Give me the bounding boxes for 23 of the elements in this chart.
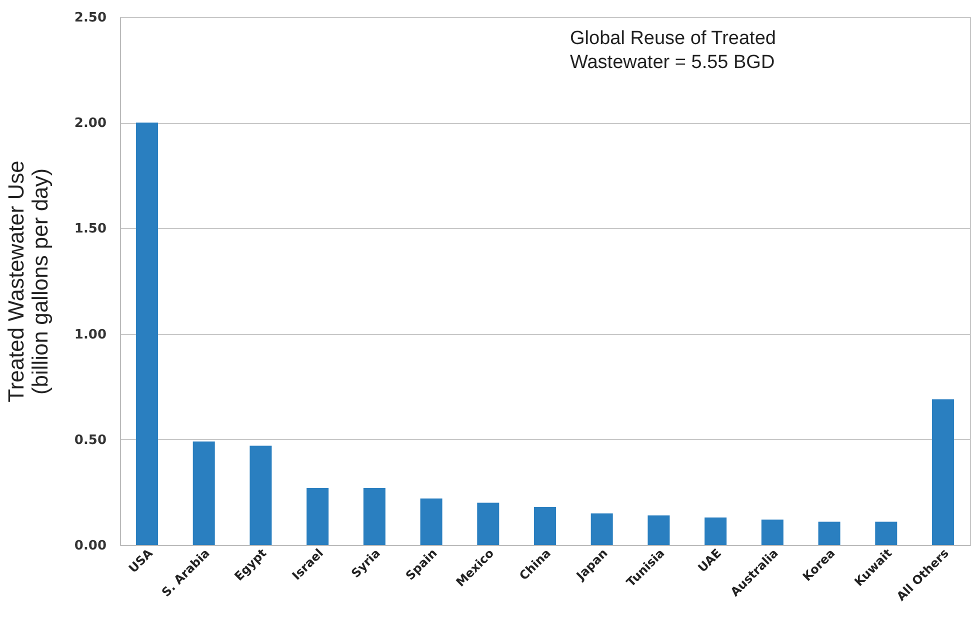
bar <box>250 446 272 545</box>
bar <box>648 515 670 545</box>
y-tick-label: 0.50 <box>74 432 106 448</box>
bar <box>590 513 613 545</box>
bar <box>420 498 442 545</box>
y-tick-label: 2.00 <box>74 116 106 132</box>
bar <box>818 522 840 545</box>
bar <box>306 488 329 545</box>
y-tick-label: 1.00 <box>74 327 106 342</box>
bar <box>875 522 898 545</box>
y-axis-title: Treated Wastewater Use (billion gallons per day) <box>3 160 52 402</box>
bar <box>932 399 954 545</box>
y-tick-label: 2.50 <box>74 10 106 26</box>
annotation: Global Reuse of Treated Wastewater = 5.55 BGD <box>570 28 776 73</box>
bar <box>704 518 727 545</box>
y-tick-label: 1.50 <box>74 222 106 237</box>
bar <box>363 488 386 545</box>
bar <box>534 506 556 545</box>
bar <box>136 122 158 545</box>
y-tick-label: 0.00 <box>74 538 106 554</box>
bar <box>477 502 500 545</box>
bar <box>192 442 215 545</box>
bar <box>761 520 784 545</box>
